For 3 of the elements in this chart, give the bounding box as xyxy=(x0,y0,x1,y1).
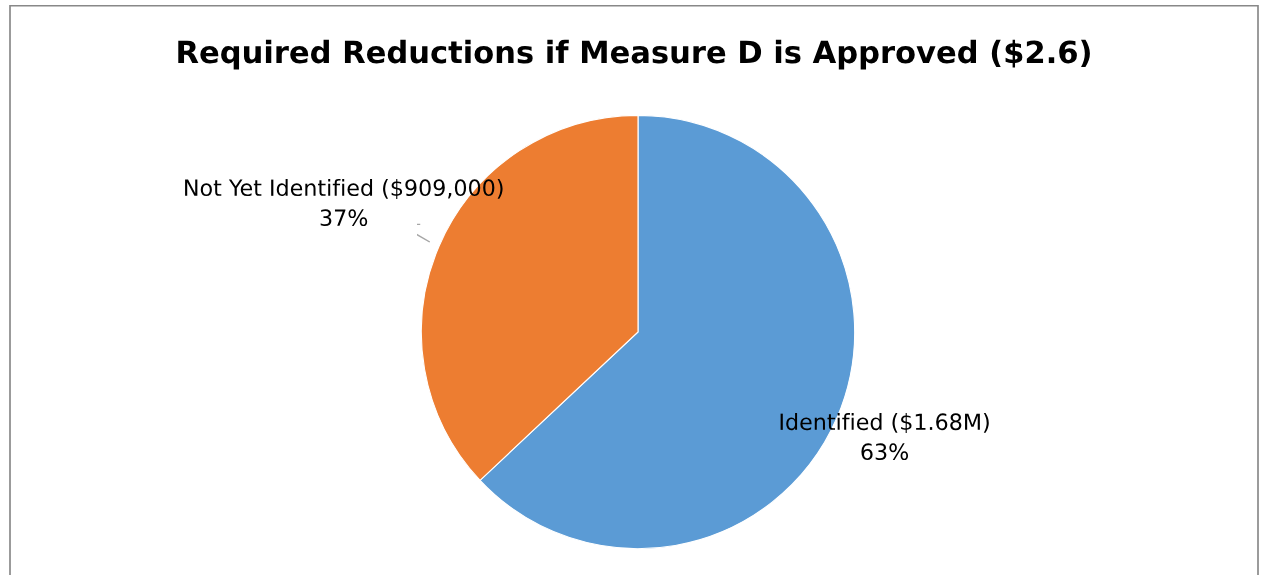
data-label: 37% xyxy=(320,209,368,227)
chart-title: Required Reductions if Measure D is Approved ($2.6) xyxy=(178,39,1090,70)
data-label: 63% xyxy=(861,443,909,461)
